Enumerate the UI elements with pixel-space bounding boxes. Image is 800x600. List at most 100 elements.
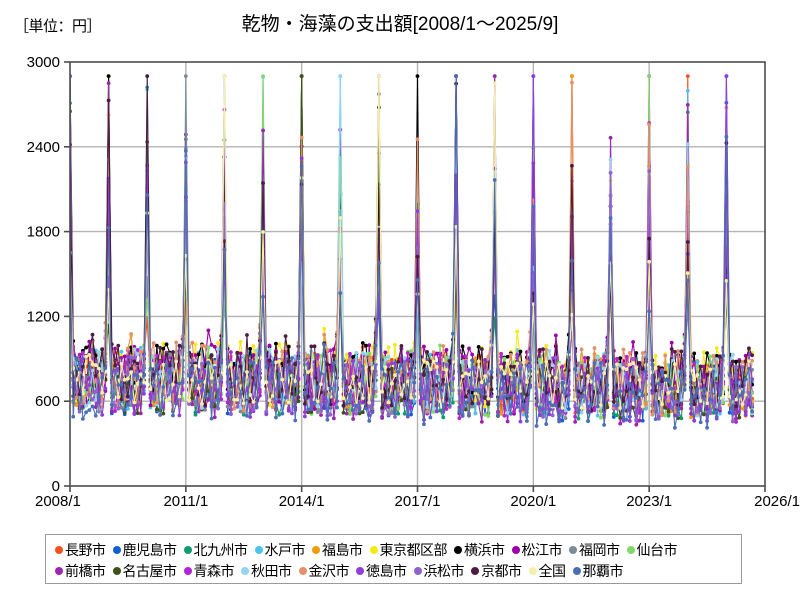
series-marker [296, 356, 301, 361]
series-marker [470, 358, 475, 363]
series-marker [579, 364, 584, 369]
legend-item-東京都区部[interactable]: 東京都区部 [369, 542, 447, 558]
series-marker [386, 412, 391, 417]
series-marker [264, 409, 269, 414]
series-marker [167, 356, 172, 360]
series-marker [544, 359, 549, 364]
series-marker [718, 411, 722, 416]
series-marker [563, 408, 568, 413]
series-marker [319, 409, 323, 413]
legend-item-京都市[interactable]: 京都市 [471, 563, 522, 579]
legend-item-名古屋市[interactable]: 名古屋市 [112, 563, 177, 579]
series-marker [669, 347, 674, 351]
series-marker [77, 409, 82, 414]
series-marker [434, 351, 439, 356]
legend-marker-icon [569, 545, 577, 554]
series-marker [257, 390, 262, 394]
series-marker [135, 352, 140, 357]
legend-item-福島市[interactable]: 福島市 [312, 542, 363, 558]
series-marker [576, 410, 581, 415]
series-marker [161, 362, 166, 367]
series-marker [557, 362, 561, 367]
series-marker [576, 416, 581, 421]
series-marker [116, 383, 121, 387]
series-marker [640, 393, 645, 398]
series-marker [145, 74, 150, 79]
series-marker [183, 74, 188, 79]
legend-item-長野市[interactable]: 長野市 [55, 542, 106, 558]
series-marker [351, 397, 356, 401]
legend-item-徳島市[interactable]: 徳島市 [356, 563, 407, 579]
series-marker [438, 386, 442, 391]
series-marker [412, 399, 417, 404]
series-marker [302, 391, 307, 396]
series-marker [714, 353, 719, 358]
legend-item-全国[interactable]: 全国 [528, 563, 566, 579]
series-marker [393, 415, 397, 419]
legend-item-横浜市[interactable]: 横浜市 [454, 542, 505, 558]
series-marker [77, 362, 82, 367]
series-marker [711, 410, 716, 415]
series-marker [505, 354, 510, 359]
series-marker [592, 346, 597, 350]
series-marker [386, 395, 391, 400]
legend-item-福岡市[interactable]: 福岡市 [569, 542, 620, 558]
legend-item-金沢市[interactable]: 金沢市 [298, 563, 349, 579]
series-marker [547, 400, 552, 405]
series-marker [422, 358, 426, 363]
legend-item-秋田市[interactable]: 秋田市 [241, 563, 292, 579]
series-marker [611, 364, 616, 369]
series-marker [87, 353, 92, 357]
series-marker [434, 364, 439, 369]
series-marker [676, 406, 681, 411]
series-marker [479, 347, 484, 351]
series-marker [370, 410, 375, 415]
series-marker [499, 365, 504, 369]
legend-item-前橋市[interactable]: 前橋市 [55, 563, 106, 579]
series-marker [647, 169, 652, 174]
series-marker [367, 356, 372, 361]
series-marker [695, 409, 700, 414]
legend-marker-icon [454, 545, 462, 554]
series-marker [450, 331, 455, 336]
series-marker [113, 403, 117, 408]
series-marker [479, 398, 484, 403]
legend-marker-icon [471, 566, 479, 575]
series-marker [200, 343, 204, 348]
series-marker [338, 257, 343, 262]
series-marker [679, 397, 684, 402]
series-marker [322, 342, 327, 347]
series-marker [306, 354, 310, 359]
series-marker [386, 354, 391, 359]
series-marker [637, 400, 642, 405]
series-marker [93, 413, 98, 418]
series-marker [502, 356, 507, 361]
legend-item-鹿児島市[interactable]: 鹿児島市 [112, 542, 177, 558]
legend-item-那覇市[interactable]: 那覇市 [572, 562, 624, 579]
legend-item-label: 那覇市 [582, 562, 624, 579]
legend-item-仙台市[interactable]: 仙台市 [626, 542, 677, 558]
series-marker [438, 343, 442, 348]
legend-item-浜松市[interactable]: 浜松市 [413, 563, 464, 579]
legend-item-青森市[interactable]: 青森市 [183, 563, 234, 579]
series-marker [541, 393, 545, 398]
legend-item-北九州市[interactable]: 北九州市 [183, 542, 248, 558]
series-marker [113, 363, 117, 368]
legend-item-松江市[interactable]: 松江市 [511, 542, 562, 558]
series-marker [582, 356, 587, 360]
chart-title: 乾物・海藻の支出額[2008/1～2025/9] [241, 14, 559, 35]
series-marker [621, 418, 626, 423]
series-marker [386, 400, 391, 405]
series-marker [331, 347, 336, 352]
series-marker [708, 367, 713, 372]
legend-marker-icon [112, 545, 121, 554]
series-marker [277, 359, 282, 363]
series-marker [608, 216, 613, 220]
series-marker [730, 352, 735, 357]
series-marker [412, 394, 417, 399]
series-marker [502, 371, 507, 376]
series-marker [386, 367, 391, 372]
series-marker [415, 209, 420, 213]
legend-item-水戸市[interactable]: 水戸市 [254, 542, 305, 558]
series-marker [553, 403, 558, 408]
